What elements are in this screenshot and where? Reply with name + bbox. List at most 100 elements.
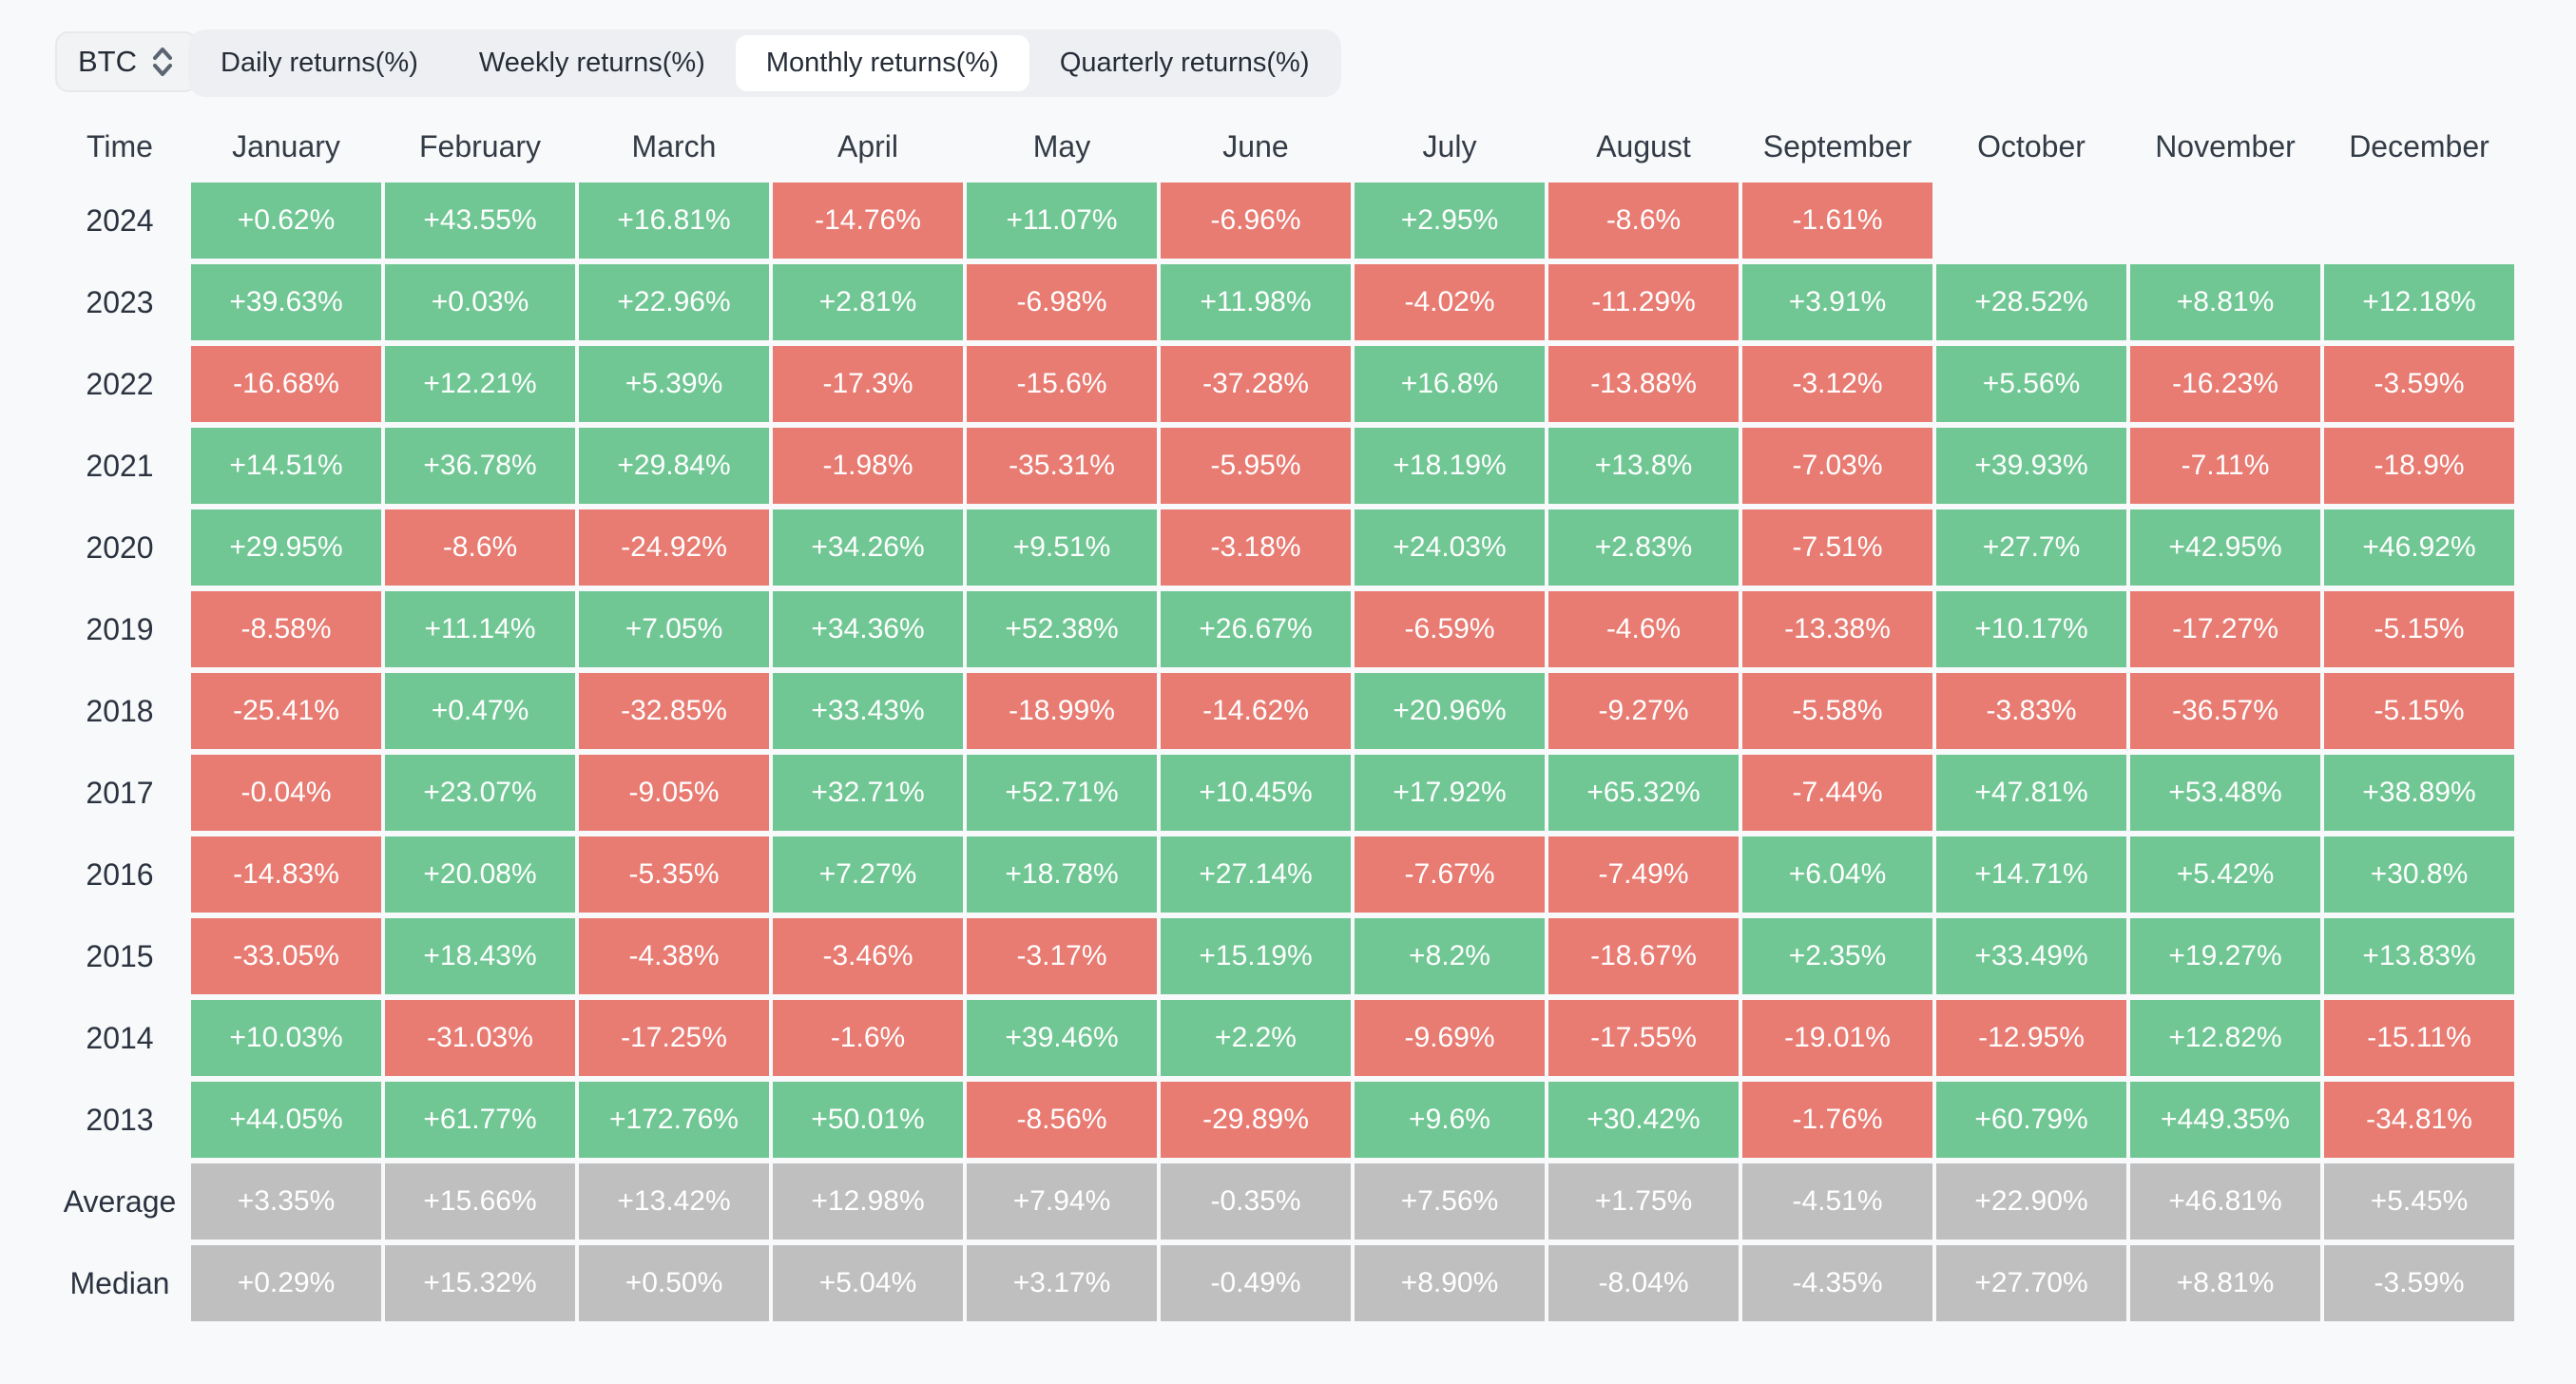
return-cell-2024-june: -6.96% [1161,183,1351,259]
return-cell-2022-december: -3.59% [2324,346,2514,422]
return-cell-2018-december: -5.15% [2324,673,2514,749]
return-cell-2018-march: -32.85% [579,673,769,749]
return-cell-2021-october: +39.93% [1936,428,2126,504]
return-cell-2019-october: +10.17% [1936,591,2126,667]
return-cell-2015-december: +13.83% [2324,918,2514,994]
return-cell-2020-february: -8.6% [385,509,575,586]
tab-daily-returns[interactable]: Daily returns(%) [221,48,418,78]
return-cell-2013-may: -8.56% [967,1082,1157,1158]
return-cell-2013-june: -29.89% [1161,1082,1351,1158]
return-cell-2018-october: -3.83% [1936,673,2126,749]
return-cell-average-december: +5.45% [2324,1163,2514,1240]
row-label-2017: 2017 [86,775,154,810]
return-cell-2015-july: +8.2% [1355,918,1545,994]
return-cell-2016-march: -5.35% [579,836,769,913]
return-cell-2020-september: -7.51% [1742,509,1932,586]
return-cell-2023-july: -4.02% [1355,264,1545,340]
coin-selector[interactable]: BTC [55,31,198,92]
return-cell-2023-june: +11.98% [1161,264,1351,340]
return-cell-2021-december: -18.9% [2324,428,2514,504]
month-header-may: May [1032,128,1091,163]
return-cell-2023-january: +39.63% [191,264,381,340]
return-cell-2022-january: -16.68% [191,346,381,422]
return-cell-2013-february: +61.77% [385,1082,575,1158]
return-cell-2017-may: +52.71% [967,755,1157,831]
return-cell-2016-february: +20.08% [385,836,575,913]
tab-monthly-returns[interactable]: Monthly returns(%) [735,35,1029,91]
return-cell-2021-september: -7.03% [1742,428,1932,504]
return-cell-2023-april: +2.81% [773,264,963,340]
return-cell-median-may: +3.17% [967,1245,1157,1321]
return-cell-2021-august: +13.8% [1548,428,1739,504]
return-cell-2014-june: +2.2% [1161,1000,1351,1076]
month-header-december: December [2349,128,2489,163]
tab-quarterly-returns[interactable]: Quarterly returns(%) [1059,48,1310,78]
return-cell-2019-july: -6.59% [1355,591,1545,667]
month-header-november: November [2155,128,2296,163]
row-label-2021: 2021 [86,448,154,483]
return-cell-2017-april: +32.71% [773,755,963,831]
return-cell-2024-may: +11.07% [967,183,1157,259]
month-header-february: February [418,128,542,163]
return-cell-2023-september: +3.91% [1742,264,1932,340]
return-cell-2020-march: -24.92% [579,509,769,586]
return-cell-2017-september: -7.44% [1742,755,1932,831]
return-cell-2018-january: -25.41% [191,673,381,749]
return-cell-2014-december: -15.11% [2324,1000,2514,1076]
return-cell-2017-february: +23.07% [385,755,575,831]
return-cell-2015-january: -33.05% [191,918,381,994]
returns-period-tab-group: Daily returns(%) Weekly returns(%) Monthly… [188,29,1342,97]
return-cell-2017-july: +17.92% [1355,755,1545,831]
return-cell-2024-january: +0.62% [191,183,381,259]
return-cell-2013-january: +44.05% [191,1082,381,1158]
return-cell-median-october: +27.70% [1936,1245,2126,1321]
row-label-2015: 2015 [86,938,154,973]
tab-weekly-returns[interactable]: Weekly returns(%) [478,48,705,78]
return-cell-2022-november: -16.23% [2130,346,2320,422]
return-cell-2021-march: +29.84% [579,428,769,504]
return-cell-2020-november: +42.95% [2130,509,2320,586]
return-cell-2015-may: -3.17% [967,918,1157,994]
empty-cell-2024-december [2324,183,2514,259]
return-cell-2022-march: +5.39% [579,346,769,422]
return-cell-2017-august: +65.32% [1548,755,1739,831]
row-label-2014: 2014 [86,1020,154,1055]
return-cell-2016-november: +5.42% [2130,836,2320,913]
month-header-august: August [1596,128,1691,163]
return-cell-2024-september: -1.61% [1742,183,1932,259]
return-cell-2023-march: +22.96% [579,264,769,340]
return-cell-2014-october: -12.95% [1936,1000,2126,1076]
return-cell-2018-november: -36.57% [2130,673,2320,749]
return-cell-2019-august: -4.6% [1548,591,1739,667]
return-cell-median-january: +0.29% [191,1245,381,1321]
return-cell-2023-december: +12.18% [2324,264,2514,340]
return-cell-2020-october: +27.7% [1936,509,2126,586]
return-cell-2019-april: +34.36% [773,591,963,667]
return-cell-average-july: +7.56% [1355,1163,1545,1240]
return-cell-2020-december: +46.92% [2324,509,2514,586]
return-cell-average-may: +7.94% [967,1163,1157,1240]
return-cell-median-july: +8.90% [1355,1245,1545,1321]
return-cell-2016-april: +7.27% [773,836,963,913]
return-cell-2024-august: -8.6% [1548,183,1739,259]
return-cell-2013-august: +30.42% [1548,1082,1739,1158]
return-cell-2022-july: +16.8% [1355,346,1545,422]
return-cell-2023-february: +0.03% [385,264,575,340]
return-cell-2021-january: +14.51% [191,428,381,504]
return-cell-2022-april: -17.3% [773,346,963,422]
return-cell-2014-january: +10.03% [191,1000,381,1076]
return-cell-2016-may: +18.78% [967,836,1157,913]
empty-cell-2024-october [1936,183,2126,259]
return-cell-2017-march: -9.05% [579,755,769,831]
return-cell-2014-september: -19.01% [1742,1000,1932,1076]
return-cell-median-september: -4.35% [1742,1245,1932,1321]
return-cell-2014-february: -31.03% [385,1000,575,1076]
return-cell-2021-july: +18.19% [1355,428,1545,504]
return-cell-2015-february: +18.43% [385,918,575,994]
return-cell-2014-july: -9.69% [1355,1000,1545,1076]
return-cell-2016-october: +14.71% [1936,836,2126,913]
return-cell-2015-august: -18.67% [1548,918,1739,994]
return-cell-2022-february: +12.21% [385,346,575,422]
updown-chevron-icon [153,48,172,76]
return-cell-2013-september: -1.76% [1742,1082,1932,1158]
